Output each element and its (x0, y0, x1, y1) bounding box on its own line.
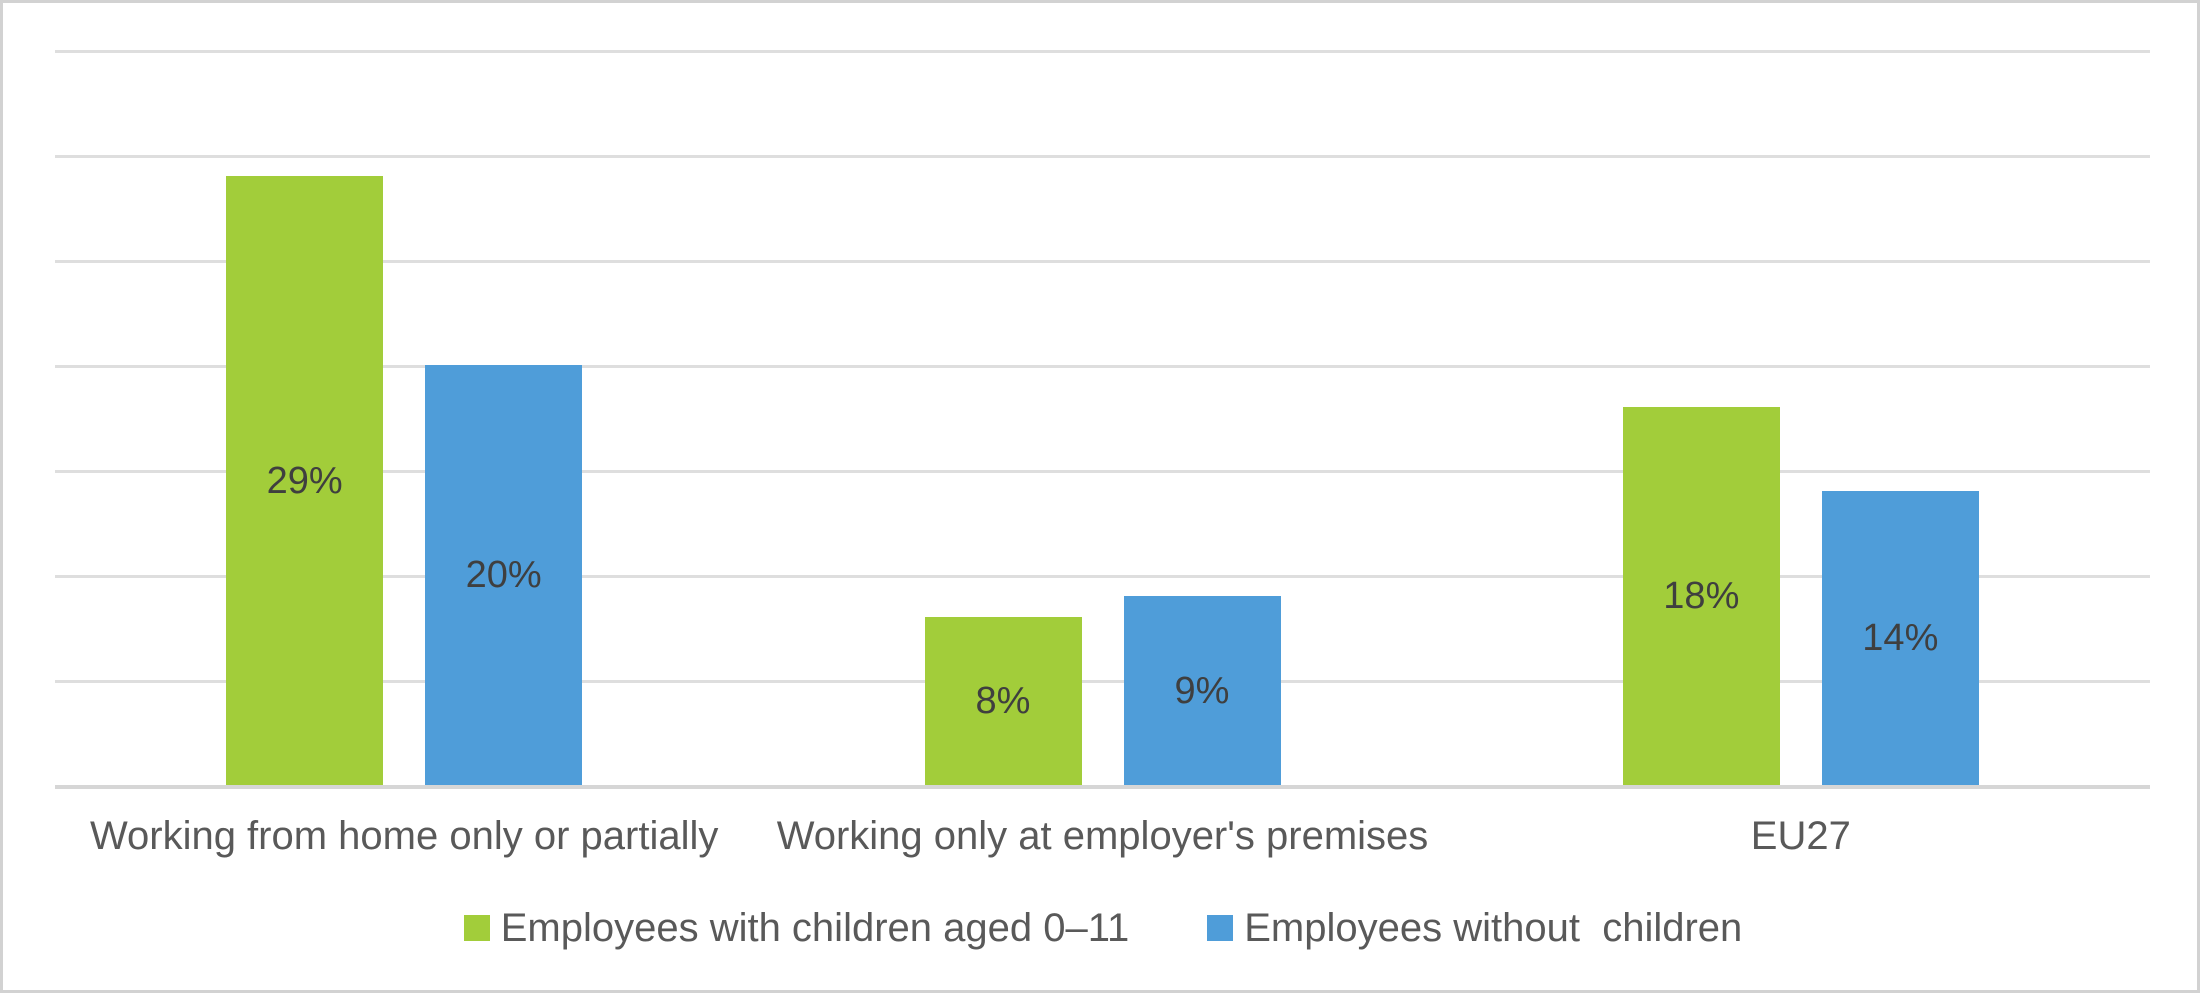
gridline-20pct (55, 365, 2150, 368)
gridline-35pct (55, 50, 2150, 53)
bar-series2-category2: 9% (1123, 596, 1281, 785)
gridline-10pct (55, 575, 2150, 578)
gridline-30pct (55, 155, 2150, 158)
bar-value-label: 14% (1862, 617, 1939, 659)
legend-swatch-blue-icon (1207, 915, 1234, 941)
bar-series1-category1: 29% (226, 176, 384, 785)
plot-area: 29% 20% Working from home only or partiall… (3, 3, 2197, 990)
bar-value-label: 8% (975, 680, 1031, 722)
legend: Employees with children aged 0–11 Employ… (3, 902, 2197, 954)
bar-value-label: 9% (1174, 669, 1230, 712)
bar-value-label: 20% (465, 554, 542, 596)
legend-swatch-green-icon (463, 915, 490, 941)
legend-label-with-children: Employees with children aged 0–11 (500, 906, 1130, 950)
gridline-15pct (55, 470, 2150, 473)
category-label-1: Working from home only or partially (89, 814, 719, 858)
x-axis-line (55, 785, 2150, 789)
gridline-5pct (55, 680, 2150, 683)
legend-label-without-children: Employees without children (1244, 906, 1743, 950)
legend-item-without-children: Employees without children (1207, 908, 1742, 948)
bar-value-label: 18% (1663, 575, 1740, 617)
category-label-3: EU27 (1750, 814, 1851, 858)
category-label-2: Working only at employer's premises (776, 814, 1429, 858)
legend-item-with-children: Employees with children aged 0–11 (463, 906, 1130, 950)
bar-series2-category1: 20% (425, 365, 583, 785)
bar-series1-category2: 8% (924, 617, 1082, 785)
bar-value-label: 29% (266, 459, 343, 502)
bar-series1-category3: 18% (1622, 407, 1780, 785)
gridline-25pct (55, 260, 2150, 263)
bar-series2-category3: 14% (1821, 491, 1979, 785)
